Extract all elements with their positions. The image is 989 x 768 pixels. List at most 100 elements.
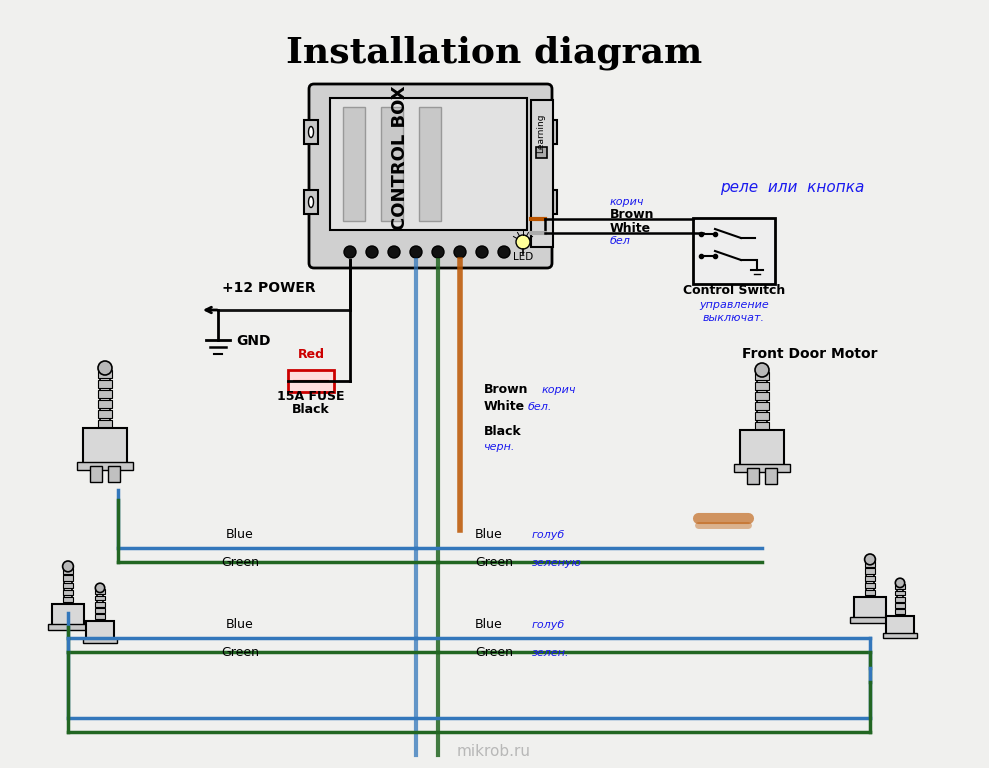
Bar — [895, 591, 905, 595]
Text: +12 POWER: +12 POWER — [222, 281, 315, 295]
Text: зеленую: зеленую — [532, 558, 582, 568]
Text: Red: Red — [298, 348, 324, 361]
Bar — [543, 120, 557, 144]
Bar — [98, 420, 112, 428]
Bar — [77, 462, 133, 470]
Circle shape — [454, 246, 466, 258]
Bar — [62, 590, 73, 595]
Bar — [304, 120, 318, 144]
Bar — [100, 370, 110, 428]
Text: Brown: Brown — [484, 383, 528, 396]
Text: бел.: бел. — [528, 402, 553, 412]
Text: Black: Black — [292, 403, 330, 416]
Circle shape — [410, 246, 422, 258]
Text: Green: Green — [475, 646, 513, 659]
Bar — [734, 464, 790, 472]
FancyBboxPatch shape — [309, 84, 552, 268]
Bar — [64, 568, 71, 604]
Bar — [98, 380, 112, 388]
Bar — [83, 637, 117, 644]
Bar — [62, 575, 73, 581]
Bar — [886, 616, 914, 636]
Bar — [895, 609, 905, 614]
Bar — [419, 107, 441, 221]
Text: бел: бел — [610, 236, 631, 246]
Bar — [897, 584, 903, 616]
Text: реле  или  кнопка: реле или кнопка — [720, 180, 864, 195]
Text: Blue: Blue — [226, 618, 254, 631]
Bar — [97, 590, 103, 621]
Circle shape — [516, 235, 530, 249]
Text: Green: Green — [221, 556, 259, 569]
Bar — [755, 372, 769, 380]
Bar — [98, 370, 112, 378]
Bar — [864, 561, 875, 567]
Bar — [95, 602, 105, 607]
Text: White: White — [610, 222, 651, 235]
Bar — [851, 617, 890, 624]
Bar — [381, 107, 403, 221]
Circle shape — [498, 246, 510, 258]
Ellipse shape — [548, 127, 553, 137]
Circle shape — [895, 578, 905, 588]
Bar — [864, 568, 875, 574]
Text: Green: Green — [221, 646, 259, 659]
Bar — [48, 624, 88, 631]
Text: Black: Black — [484, 425, 522, 438]
Bar — [740, 430, 784, 468]
Text: Brown: Brown — [610, 208, 655, 221]
Bar — [95, 590, 105, 594]
Text: черн.: черн. — [484, 442, 515, 452]
Circle shape — [476, 246, 488, 258]
Text: голуб: голуб — [532, 620, 566, 630]
Text: голуб: голуб — [532, 530, 566, 540]
Ellipse shape — [548, 197, 553, 207]
Bar — [543, 190, 557, 214]
Bar — [62, 583, 73, 588]
Bar — [83, 428, 127, 466]
Text: White: White — [484, 400, 525, 413]
Bar — [854, 598, 886, 621]
Bar — [288, 370, 334, 392]
Text: Green: Green — [475, 556, 513, 569]
Circle shape — [98, 361, 112, 375]
Bar — [864, 590, 875, 595]
Bar — [895, 597, 905, 601]
Text: Installation diagram: Installation diagram — [286, 35, 702, 69]
Bar — [62, 568, 73, 574]
Bar — [62, 597, 73, 602]
Text: корич: корич — [542, 385, 577, 395]
Circle shape — [432, 246, 444, 258]
Circle shape — [388, 246, 400, 258]
Bar — [747, 468, 759, 484]
Bar — [755, 382, 769, 390]
Bar — [757, 372, 767, 430]
Circle shape — [366, 246, 378, 258]
Bar — [895, 584, 905, 589]
Bar — [765, 468, 777, 484]
Bar — [755, 392, 769, 400]
Bar — [95, 608, 105, 613]
Bar — [343, 107, 365, 221]
Bar — [755, 422, 769, 430]
Text: LED: LED — [513, 252, 533, 262]
Ellipse shape — [309, 127, 314, 137]
Bar — [98, 410, 112, 418]
Bar — [755, 402, 769, 410]
Text: Control Switch: Control Switch — [682, 284, 785, 297]
Bar — [90, 466, 102, 482]
Bar — [864, 583, 875, 588]
Bar — [895, 603, 905, 607]
Text: корич: корич — [610, 197, 645, 207]
Text: mikrob.ru: mikrob.ru — [457, 744, 531, 760]
Bar — [531, 100, 553, 247]
Bar — [866, 561, 873, 598]
Bar — [51, 604, 84, 627]
Ellipse shape — [309, 197, 314, 207]
Text: Blue: Blue — [475, 528, 502, 541]
Text: управление: управление — [699, 300, 768, 310]
Bar — [98, 390, 112, 398]
Text: Learning: Learning — [536, 113, 546, 153]
Bar — [98, 400, 112, 408]
Text: 15A FUSE: 15A FUSE — [277, 390, 345, 403]
